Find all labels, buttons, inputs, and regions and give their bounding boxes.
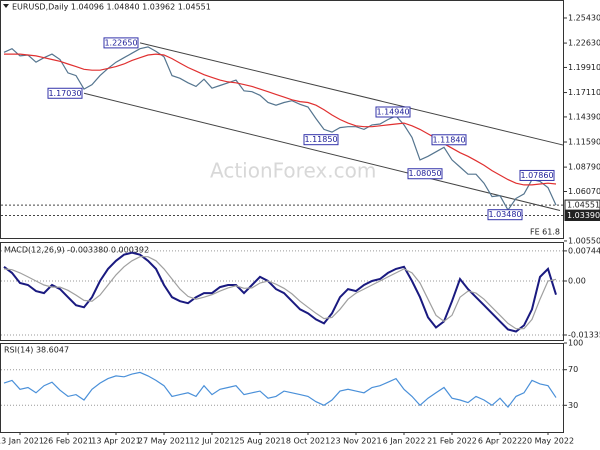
y-tick-label: 0.00 [568, 276, 586, 285]
channel-line [139, 42, 564, 146]
y-tick-label: 100 [568, 339, 583, 348]
annotation-box [375, 106, 411, 118]
x-tick-label: 21 Feb 2022 [427, 437, 477, 446]
annotation-box [407, 168, 443, 180]
y-tick-label: -0.013359 [568, 330, 600, 339]
x-tick-label: 26 Feb 2021 [43, 437, 93, 446]
x-tick-label: 6 Jan 2022 [383, 437, 426, 446]
annotation-label: 1.11850 [304, 135, 337, 144]
x-tick-label: 23 Nov 2021 [330, 437, 381, 446]
price-panel [0, 0, 564, 239]
y-tick-label: 70 [568, 365, 578, 374]
x-tick-label: 13 Apr 2021 [91, 437, 140, 446]
series-line [3, 256, 557, 330]
fe-label: FE 61.8 [530, 228, 560, 237]
annotation-label: 1.07860 [520, 171, 553, 180]
annotation-label: 1.22650 [104, 38, 137, 47]
level-label: 1.03390 [567, 211, 600, 220]
y-tick-label: 30 [568, 401, 578, 410]
macd-title: MACD(12,26,9) -0.003380 0.000392 [4, 246, 149, 255]
chart-title: EURUSD,Daily 1.04096 1.04840 1.03962 1.0… [12, 3, 211, 12]
y-tick-label: 1.00550 [568, 236, 600, 245]
x-tick-label: 13 Jan 2021 [0, 437, 44, 446]
series-line [3, 371, 557, 409]
level-label: 1.04551 [567, 201, 600, 210]
annotation-label: 1.03480 [488, 210, 521, 219]
annotation-label: 1.17030 [48, 89, 81, 98]
title-icon [3, 4, 9, 8]
level-box [564, 210, 600, 222]
annotation-box [103, 37, 139, 49]
y-tick-label: 1.22630 [568, 39, 600, 48]
annotation-label: 1.08050 [408, 169, 441, 178]
y-tick-label: 1.08790 [568, 163, 600, 172]
annotation-box [519, 169, 555, 181]
x-tick-label: 27 May 2021 [138, 437, 190, 446]
annotation-label: 1.14940 [376, 107, 409, 116]
annotation-box [431, 134, 467, 146]
rsi-panel [0, 343, 564, 433]
series-line [3, 251, 557, 333]
y-tick-label: 1.06070 [568, 187, 600, 196]
y-tick-label: 1.25430 [568, 13, 600, 22]
y-tick-label: 1.19910 [568, 63, 600, 72]
y-tick-label: 1.17110 [568, 88, 600, 97]
rsi-title: RSI(14) 38.6047 [4, 346, 69, 355]
x-tick-label: 20 May 2022 [522, 437, 574, 446]
annotation-label: 1.11840 [432, 135, 465, 144]
x-tick-label: 25 Aug 2021 [234, 437, 285, 446]
x-tick-label: 8 Oct 2021 [286, 437, 330, 446]
series-line [4, 53, 557, 186]
watermark: ActionForex.com [210, 159, 376, 183]
x-tick-label: 12 Jul 2021 [189, 437, 234, 446]
channel-line [83, 92, 561, 211]
macd-panel [0, 242, 564, 341]
y-tick-label: 1.14390 [568, 112, 600, 121]
y-tick-label: 0.007446 [568, 246, 600, 255]
y-tick-label: 1.11590 [568, 138, 600, 147]
series-line [3, 46, 557, 212]
annotation-box [487, 209, 523, 221]
x-tick-label: 6 Apr 2022 [478, 437, 522, 446]
annotation-box [47, 87, 83, 99]
annotation-box [303, 134, 339, 146]
